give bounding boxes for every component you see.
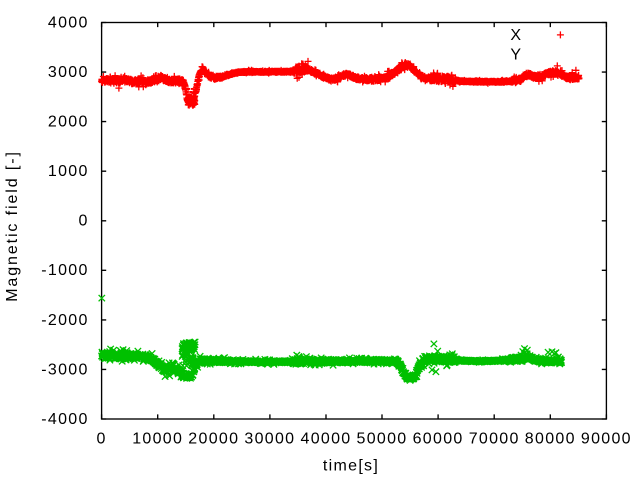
svg-text:40000: 40000 <box>301 430 352 447</box>
svg-text:Y: Y <box>510 46 522 63</box>
svg-text:10000: 10000 <box>132 430 183 447</box>
svg-text:90000: 90000 <box>581 430 632 447</box>
svg-text:4000: 4000 <box>48 14 89 31</box>
svg-text:20000: 20000 <box>188 430 239 447</box>
svg-text:X: X <box>510 27 522 44</box>
svg-text:-3000: -3000 <box>41 361 88 378</box>
svg-text:-4000: -4000 <box>41 411 88 428</box>
svg-text:30000: 30000 <box>244 430 295 447</box>
svg-text:time[s]: time[s] <box>323 458 379 475</box>
svg-text:70000: 70000 <box>469 430 520 447</box>
svg-text:0: 0 <box>96 430 106 447</box>
svg-text:60000: 60000 <box>413 430 464 447</box>
svg-text:50000: 50000 <box>357 430 408 447</box>
svg-text:0: 0 <box>78 213 88 230</box>
svg-text:3000: 3000 <box>48 64 89 81</box>
svg-text:Magnetic field [-]: Magnetic field [-] <box>4 150 21 302</box>
svg-text:-1000: -1000 <box>41 262 88 279</box>
svg-text:80000: 80000 <box>525 430 576 447</box>
svg-text:2000: 2000 <box>48 114 89 131</box>
svg-text:-2000: -2000 <box>41 312 88 329</box>
svg-text:1000: 1000 <box>48 163 89 180</box>
